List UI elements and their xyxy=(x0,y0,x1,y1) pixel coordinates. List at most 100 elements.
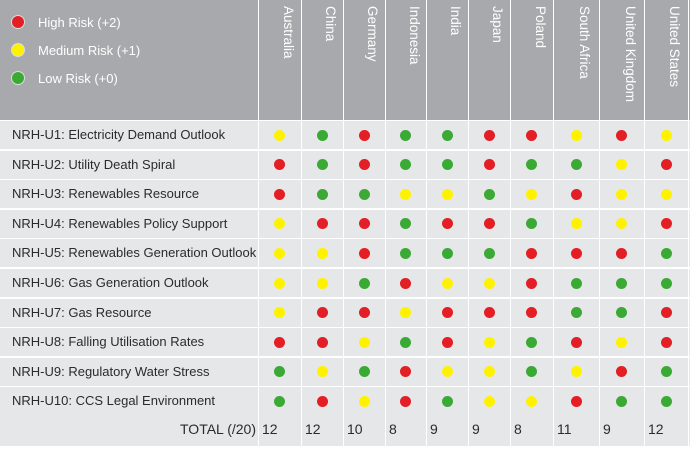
risk-dot-icon xyxy=(358,218,370,230)
risk-dot-icon xyxy=(274,129,285,141)
column-divider xyxy=(599,0,600,449)
risk-dot-icon xyxy=(570,366,582,378)
risk-dot-icon xyxy=(660,129,672,141)
risk-dot-icon xyxy=(358,188,370,200)
total-value: 9 xyxy=(430,421,438,437)
risk-dot-icon xyxy=(316,218,328,230)
risk-dot-icon xyxy=(441,277,453,289)
risk-dot-icon xyxy=(526,336,537,348)
table-row: NRH-U5: Renewables Generation Outlook xyxy=(0,239,690,268)
risk-dot-icon xyxy=(526,129,537,141)
column-divider xyxy=(644,0,645,449)
risk-dot-icon xyxy=(358,159,370,171)
risk-dot-icon xyxy=(526,307,537,319)
legend-dot-icon xyxy=(12,44,24,56)
total-value: 12 xyxy=(648,421,664,437)
table-row: NRH-U7: Gas Resource xyxy=(0,298,690,327)
total-row: TOTAL (/20) 12 12 10 8 9 9 8 11 9 12 xyxy=(0,413,690,446)
risk-dot-icon xyxy=(441,159,453,171)
risk-dot-icon xyxy=(570,247,582,259)
column-divider xyxy=(385,0,386,449)
total-label: TOTAL (/20) xyxy=(180,421,256,437)
column-header-label: United Kingdom xyxy=(622,6,638,103)
risk-dot-icon xyxy=(441,395,453,407)
row-label: NRH-U6: Gas Generation Outlook xyxy=(12,275,209,290)
risk-dot-icon xyxy=(483,129,495,141)
risk-dot-icon xyxy=(660,188,672,200)
risk-dot-icon xyxy=(274,277,285,289)
column-header: Germany xyxy=(343,0,385,120)
row-label: NRH-U9: Regulatory Water Stress xyxy=(12,363,210,379)
risk-dot-icon xyxy=(526,366,537,378)
column-header: Poland xyxy=(510,0,553,120)
column-header: South Africa xyxy=(553,0,599,120)
risk-dot-icon xyxy=(660,159,672,171)
risk-dot-icon xyxy=(616,395,627,407)
column-header: Australia xyxy=(258,0,301,120)
column-divider xyxy=(688,0,689,449)
row-label: NRH-U3: Renewables Resource xyxy=(12,186,200,202)
risk-dot-icon xyxy=(358,366,370,378)
table-row: NRH-U6: Gas Generation Outlook xyxy=(0,269,690,297)
header-band xyxy=(0,0,690,120)
risk-dot-icon xyxy=(316,307,328,319)
risk-dot-icon xyxy=(616,188,627,200)
risk-dot-icon xyxy=(274,366,285,378)
risk-dot-icon xyxy=(660,277,672,289)
risk-dot-icon xyxy=(616,277,627,289)
total-value: 11 xyxy=(557,421,572,437)
risk-dot-icon xyxy=(274,247,285,259)
legend-dot-icon xyxy=(12,16,24,28)
risk-dot-icon xyxy=(441,218,453,230)
risk-dot-icon xyxy=(660,307,672,319)
risk-dot-icon xyxy=(570,129,582,141)
risk-dot-icon xyxy=(441,366,453,378)
column-header-label: Poland xyxy=(532,6,548,49)
column-header: India xyxy=(426,0,468,120)
row-label: NRH-U2: Utility Death Spiral xyxy=(12,156,176,172)
row-label: NRH-U7: Gas Resource xyxy=(12,304,152,320)
risk-dot-icon xyxy=(441,336,453,348)
risk-dot-icon xyxy=(660,218,672,230)
table-row: NRH-U2: Utility Death Spiral xyxy=(0,150,690,179)
total-value: 12 xyxy=(305,421,321,437)
row-label: NRH-U5: Renewables Generation Outlook xyxy=(12,245,257,261)
risk-dot-icon xyxy=(483,247,495,259)
risk-dot-icon xyxy=(526,247,537,259)
row-label: NRH-U1: Electricity Demand Outlook xyxy=(12,127,226,142)
risk-dot-icon xyxy=(274,188,285,200)
row-label: NRH-U4: Renewables Policy Support xyxy=(12,215,228,231)
column-divider xyxy=(426,0,427,449)
total-value: 9 xyxy=(603,421,611,437)
row-label: NRH-U8: Falling Utilisation Rates xyxy=(12,334,205,350)
table-row: NRH-U8: Falling Utilisation Rates xyxy=(0,328,690,357)
risk-dot-icon xyxy=(526,395,537,407)
risk-dot-icon xyxy=(660,336,672,348)
column-divider xyxy=(468,0,469,449)
risk-dot-icon xyxy=(616,129,627,141)
risk-dot-icon xyxy=(316,277,328,289)
risk-dot-icon xyxy=(616,366,627,378)
column-header-label: Japan xyxy=(490,6,505,43)
column-header-label: China xyxy=(323,6,338,42)
column-divider xyxy=(258,0,259,449)
column-header: United States xyxy=(644,0,688,120)
total-value: 8 xyxy=(389,421,397,437)
column-header: United Kingdom xyxy=(599,0,644,120)
risk-dot-icon xyxy=(316,395,328,407)
risk-dot-icon xyxy=(483,336,495,348)
risk-dot-icon xyxy=(570,336,582,348)
legend-label: High Risk (+2) xyxy=(38,14,121,30)
risk-dot-icon xyxy=(274,395,285,407)
legend-label: Low Risk (+0) xyxy=(38,70,118,86)
legend: High Risk (+2) Medium Risk (+1) Low Risk (… xyxy=(12,8,140,92)
risk-dot-icon xyxy=(400,218,411,230)
risk-dot-icon xyxy=(570,395,582,407)
table-row: NRH-U3: Renewables Resource xyxy=(0,180,690,209)
column-header: China xyxy=(301,0,343,120)
risk-dot-icon xyxy=(400,366,411,378)
risk-dot-icon xyxy=(358,336,370,348)
risk-dot-icon xyxy=(616,159,627,171)
total-value: 12 xyxy=(262,421,278,437)
column-header-label: Germany xyxy=(365,6,380,62)
